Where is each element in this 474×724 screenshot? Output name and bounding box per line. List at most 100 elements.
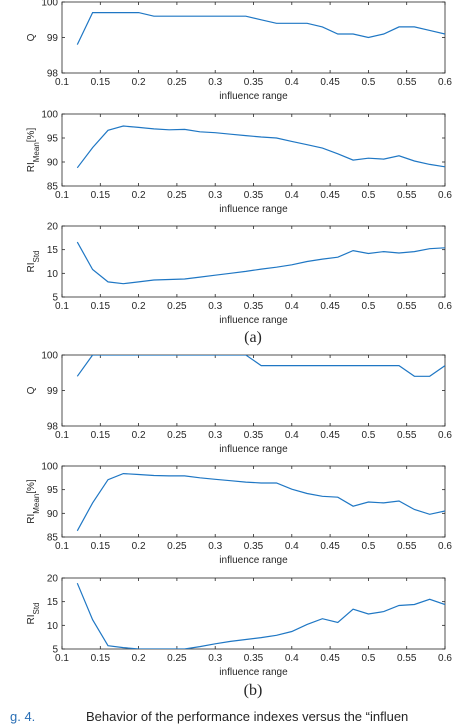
y-tick-label: 100 [41,0,58,9]
y-tick-label: 15 [47,245,59,256]
x-tick-label: 0.4 [285,430,299,441]
x-tick-label: 0.2 [132,190,146,201]
caption-text: Behavior of the performance indexes vers… [86,709,408,724]
x-tick-label: 0.45 [320,541,340,552]
x-axis-label: influence range [219,204,288,215]
series-line [76,582,445,649]
x-tick-label: 0.35 [244,653,264,664]
y-tick-label: 100 [41,462,58,473]
x-axis-label: influence range [219,444,288,455]
x-tick-label: 0.55 [397,301,417,312]
x-tick-label: 0.6 [438,77,452,88]
x-tick-label: 0.1 [55,301,69,312]
x-tick-label: 0.55 [397,77,417,88]
y-axis-label: RIMean[%] [26,479,41,524]
x-tick-label: 0.1 [55,430,69,441]
chart-b-1: 0.1 0.15 0.2 0.25 0.3 0.35 0.4 0.45 0.5 0.55 0.6 98… [26,351,452,456]
x-tick-label: 0.3 [208,430,222,441]
y-tick-label: 99 [47,33,59,44]
x-tick-label: 0.4 [285,77,299,88]
x-tick-label: 0.4 [285,190,299,201]
y-tick-label: 85 [47,533,59,544]
x-axis-label: influence range [219,555,288,566]
chart-a-3: 0.1 0.15 0.2 0.25 0.3 0.35 0.4 0.45 0.5 0.55 0.6 5 1… [26,222,452,327]
x-tick-label: 0.35 [244,190,264,201]
y-tick-label: 90 [47,509,59,520]
x-tick-label: 0.15 [91,190,111,201]
x-tick-label: 0.2 [132,301,146,312]
x-tick-label: 0.35 [244,77,264,88]
y-tick-label: 15 [47,597,59,608]
x-tick-label: 0.2 [132,541,146,552]
y-tick-label: 95 [47,134,59,145]
x-tick-label: 0.55 [397,541,417,552]
chart-b-2: 0.1 0.15 0.2 0.25 0.3 0.35 0.4 0.45 0.5 0.55 0.6 85… [26,462,452,567]
x-tick-label: 0.1 [55,653,69,664]
x-tick-label: 0.6 [438,430,452,441]
caption-figure-number: g. 4. [10,709,35,724]
y-tick-label: 98 [47,69,59,80]
x-tick-label: 0.2 [132,653,146,664]
y-tick-label: 100 [41,351,58,362]
x-tick-label: 0.2 [132,430,146,441]
chart-a-1: 0.1 0.15 0.2 0.25 0.3 0.35 0.4 0.45 0.5 0.55 0.6 98… [26,0,452,102]
x-tick-label: 0.45 [320,77,340,88]
plots: 0.1 0.15 0.2 0.25 0.3 0.35 0.4 0.45 0.5 0.55 0.6 98… [26,0,452,678]
x-tick-label: 0.45 [320,653,340,664]
x-tick-label: 0.3 [208,541,222,552]
x-tick-label: 0.5 [361,653,375,664]
x-tick-label: 0.35 [244,430,264,441]
x-axis-label: influence range [219,315,288,326]
x-tick-label: 0.5 [361,301,375,312]
panel-label-b: (b) [244,682,263,699]
x-tick-label: 0.55 [397,190,417,201]
x-tick-label: 0.5 [361,541,375,552]
x-tick-label: 0.55 [397,653,417,664]
y-tick-label: 95 [47,485,59,496]
x-tick-label: 0.15 [91,430,111,441]
x-tick-label: 0.5 [361,430,375,441]
x-tick-label: 0.35 [244,541,264,552]
y-tick-label: 20 [47,574,59,585]
x-tick-label: 0.45 [320,301,340,312]
plot-frame [61,225,446,298]
x-axis-label: influence range [219,91,288,102]
x-tick-label: 0.15 [91,541,111,552]
series-line [76,355,445,377]
x-tick-label: 0.3 [208,77,222,88]
x-axis-label: influence range [219,667,288,678]
x-tick-label: 0.15 [91,653,111,664]
x-tick-label: 0.3 [208,190,222,201]
y-axis-label: RIStd [26,602,41,624]
series-line [76,241,445,285]
x-tick-label: 0.35 [244,301,264,312]
x-tick-label: 0.6 [438,301,452,312]
y-axis-label: Q [26,386,37,394]
x-tick-label: 0.55 [397,430,417,441]
y-tick-label: 85 [47,182,59,193]
y-tick-label: 10 [47,269,59,280]
series-line [76,12,445,45]
x-tick-label: 0.2 [132,77,146,88]
y-tick-label: 98 [47,422,59,433]
x-tick-label: 0.5 [361,190,375,201]
y-axis-label: RIMean[%] [26,128,41,173]
chart-a-2: 0.1 0.15 0.2 0.25 0.3 0.35 0.4 0.45 0.5 0.55 0.6 85… [26,110,452,216]
x-tick-label: 0.4 [285,653,299,664]
y-tick-label: 99 [47,386,59,397]
x-tick-label: 0.1 [55,190,69,201]
plot-frame [61,465,446,538]
x-tick-label: 0.25 [167,77,187,88]
x-tick-label: 0.1 [55,77,69,88]
x-tick-label: 0.15 [91,301,111,312]
x-tick-label: 0.6 [438,190,452,201]
x-tick-label: 0.45 [320,430,340,441]
x-tick-label: 0.4 [285,541,299,552]
plot-frame [61,113,446,187]
x-tick-label: 0.45 [320,190,340,201]
y-tick-label: 100 [41,110,58,121]
panel-label-a: (a) [244,329,262,346]
x-tick-label: 0.5 [361,77,375,88]
y-tick-label: 10 [47,621,59,632]
x-tick-label: 0.6 [438,653,452,664]
